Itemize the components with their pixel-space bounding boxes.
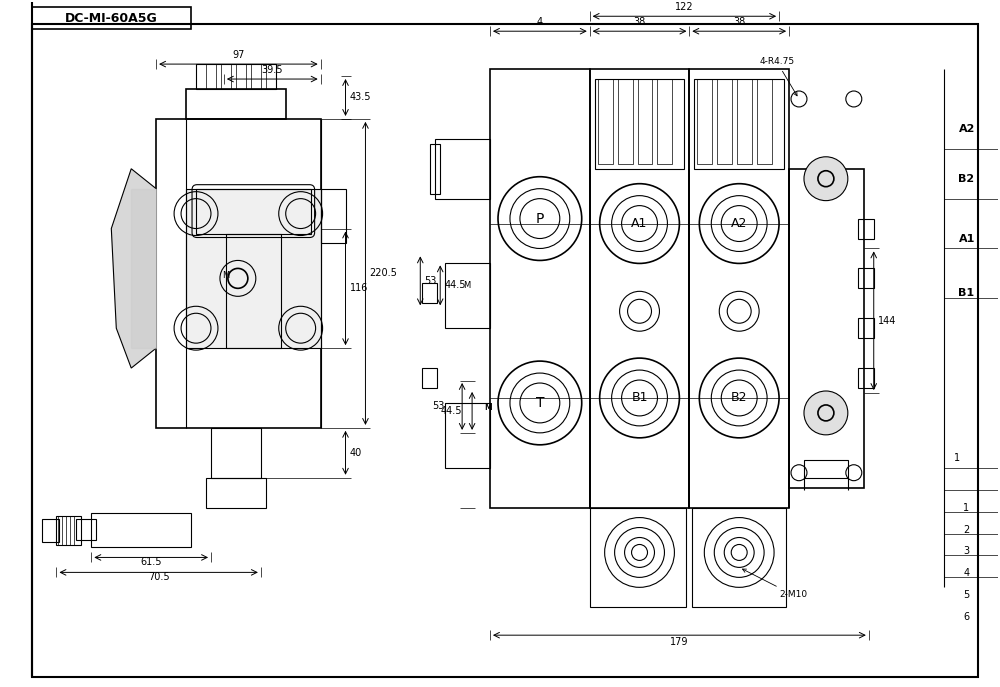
Bar xyxy=(56,515,81,545)
Text: A1: A1 xyxy=(631,217,648,230)
Text: P: P xyxy=(536,212,544,225)
Text: 61.5: 61.5 xyxy=(140,557,162,567)
Text: 70.5: 70.5 xyxy=(148,572,169,583)
Text: 44.5: 44.5 xyxy=(440,406,462,416)
Text: A2: A2 xyxy=(731,217,747,230)
Bar xyxy=(422,283,437,303)
Text: 44.5: 44.5 xyxy=(444,280,466,291)
Text: 53: 53 xyxy=(424,276,437,286)
Text: B1: B1 xyxy=(958,289,975,298)
Bar xyxy=(156,119,321,428)
Text: 179: 179 xyxy=(670,637,689,647)
Circle shape xyxy=(804,391,848,435)
Text: DC-MI-60A5G: DC-MI-60A5G xyxy=(65,12,158,25)
Bar xyxy=(804,460,848,477)
Text: 144: 144 xyxy=(878,316,896,326)
Text: 39.5: 39.5 xyxy=(262,65,283,75)
Bar xyxy=(266,64,276,89)
Bar xyxy=(789,169,864,488)
Bar xyxy=(757,79,772,164)
Bar xyxy=(251,64,261,89)
Bar xyxy=(590,508,686,607)
Bar xyxy=(657,79,672,164)
Bar xyxy=(196,189,311,234)
Bar xyxy=(435,139,490,199)
Text: 43.5: 43.5 xyxy=(350,93,371,102)
Text: 97: 97 xyxy=(232,50,245,60)
Bar xyxy=(689,69,789,508)
Bar xyxy=(32,8,191,30)
Bar xyxy=(697,79,712,164)
Text: B2: B2 xyxy=(958,174,975,183)
Text: 1: 1 xyxy=(953,453,960,463)
Bar xyxy=(638,79,652,164)
Text: M: M xyxy=(484,403,492,412)
Bar xyxy=(196,64,276,89)
Bar xyxy=(737,79,752,164)
Bar xyxy=(321,189,346,243)
PathPatch shape xyxy=(111,169,156,368)
Bar xyxy=(76,519,96,541)
Bar xyxy=(445,263,490,328)
Bar xyxy=(858,269,874,289)
Text: 116: 116 xyxy=(350,283,368,293)
Text: 122: 122 xyxy=(675,2,694,12)
Text: 4-R4.75: 4-R4.75 xyxy=(759,57,797,95)
Text: 38: 38 xyxy=(633,17,646,27)
Text: T: T xyxy=(536,396,544,410)
Text: A2: A2 xyxy=(958,124,975,134)
Text: 4: 4 xyxy=(537,17,543,27)
Bar xyxy=(694,79,784,169)
Bar xyxy=(186,89,286,119)
Bar xyxy=(430,144,440,194)
Bar xyxy=(206,477,266,508)
Bar xyxy=(422,368,437,388)
Bar xyxy=(618,79,633,164)
Bar xyxy=(598,79,613,164)
Text: 6: 6 xyxy=(963,612,970,622)
Text: 38: 38 xyxy=(733,17,745,27)
Text: 5: 5 xyxy=(963,590,970,600)
Text: 1: 1 xyxy=(963,503,970,513)
Text: 3: 3 xyxy=(963,546,970,556)
Text: 4: 4 xyxy=(963,568,970,578)
Bar xyxy=(236,64,246,89)
Bar xyxy=(590,69,689,508)
Bar xyxy=(221,64,231,89)
Bar xyxy=(490,69,590,508)
Text: B2: B2 xyxy=(731,392,747,405)
Text: 2: 2 xyxy=(963,525,970,534)
Text: 53: 53 xyxy=(432,401,445,412)
Text: 2-M10: 2-M10 xyxy=(743,569,807,599)
Bar xyxy=(445,403,490,468)
Bar xyxy=(186,189,321,348)
Polygon shape xyxy=(131,189,156,348)
Bar xyxy=(858,218,874,238)
Bar xyxy=(858,318,874,338)
Text: A1: A1 xyxy=(958,234,975,243)
Text: 40: 40 xyxy=(350,448,362,458)
Bar xyxy=(206,64,216,89)
Text: B1: B1 xyxy=(631,392,648,405)
Bar xyxy=(595,79,684,169)
Text: M: M xyxy=(222,271,230,280)
Bar xyxy=(91,513,191,548)
Bar xyxy=(717,79,732,164)
Bar xyxy=(858,368,874,388)
Bar xyxy=(211,428,261,477)
Bar xyxy=(692,508,786,607)
Text: 220.5: 220.5 xyxy=(369,269,397,278)
Bar xyxy=(226,234,281,348)
Text: M: M xyxy=(484,403,492,412)
Bar xyxy=(42,519,59,543)
Circle shape xyxy=(804,157,848,201)
Text: M: M xyxy=(463,281,471,290)
